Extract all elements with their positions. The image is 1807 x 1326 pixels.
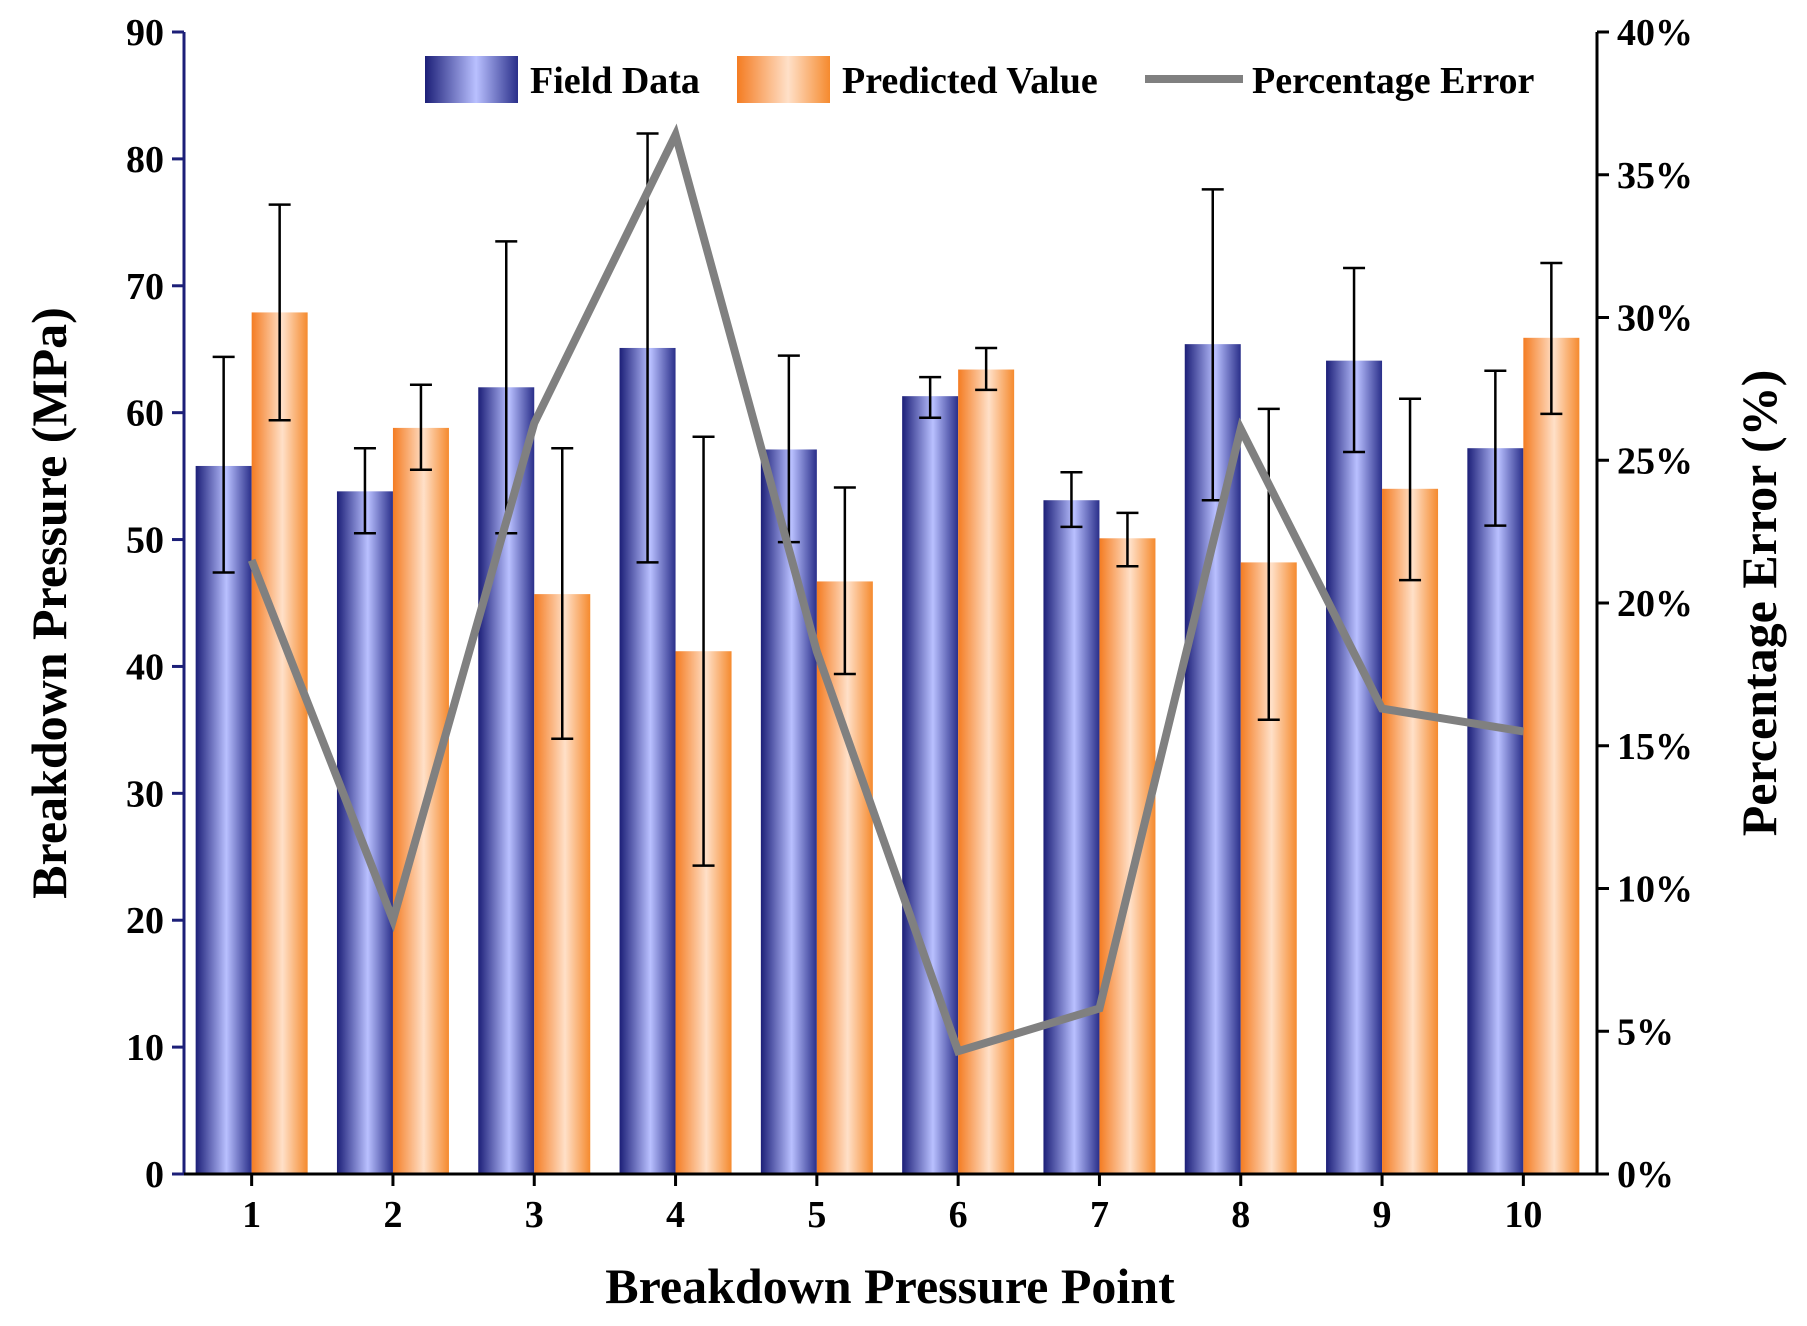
- y-tick-label: 20: [126, 900, 164, 942]
- y-axis-title: Breakdown Pressure (MPa): [21, 307, 77, 899]
- error-bar-field-data: [212, 355, 235, 574]
- x-tick-label: 8: [1231, 1194, 1250, 1236]
- error-bar-predicted-value: [1399, 397, 1422, 582]
- y2-tick-label: 30%: [1617, 298, 1693, 340]
- y2-tick-label: 35%: [1617, 155, 1693, 197]
- bar-predicted-value: [392, 427, 449, 1175]
- error-bar-predicted-value: [975, 346, 998, 392]
- error-bar-field-data: [1484, 369, 1507, 527]
- error-bar-predicted-value: [268, 203, 291, 422]
- bar-field-data: [1043, 500, 1100, 1175]
- bar-predicted-value: [251, 312, 308, 1174]
- x-tick-label: 3: [525, 1194, 544, 1236]
- x-axis-title: Breakdown Pressure Point: [605, 1258, 1175, 1314]
- y2-tick-label: 0%: [1617, 1154, 1674, 1196]
- bar-predicted-value: [1523, 337, 1580, 1174]
- bar-field-data: [1326, 360, 1383, 1174]
- y-tick-label: 30: [126, 773, 164, 815]
- bar-predicted-value: [1099, 538, 1156, 1174]
- y2-tick-label: 10%: [1617, 869, 1693, 911]
- y2-tick-label: 15%: [1617, 726, 1693, 768]
- legend-swatch-predicted-value: [737, 56, 830, 103]
- y-tick-label: 70: [126, 266, 164, 308]
- x-tick-label: 7: [1090, 1194, 1109, 1236]
- error-bar-predicted-value: [551, 446, 574, 741]
- error-bar-field-data: [1060, 471, 1083, 529]
- bar-field-data: [336, 491, 393, 1174]
- y2-axis-title: Percentage Error (%): [1731, 370, 1787, 836]
- y2-tick-label: 25%: [1617, 440, 1693, 482]
- y-tick-label: 80: [126, 139, 164, 181]
- legend: Field Data Predicted Value Percentage Er…: [425, 56, 1535, 103]
- y-tick-label: 60: [126, 393, 164, 435]
- error-bar-predicted-value: [1257, 407, 1280, 721]
- error-bar-predicted-value: [1116, 511, 1139, 568]
- error-bar-predicted-value: [1540, 261, 1563, 416]
- y-tick-label: 40: [126, 646, 164, 688]
- x-tick-label: 10: [1504, 1194, 1542, 1236]
- y-tick-label: 90: [126, 12, 164, 54]
- error-bar-field-data: [353, 446, 376, 535]
- legend-label-predicted-value: Predicted Value: [842, 60, 1098, 102]
- bar-field-data: [902, 396, 959, 1174]
- bar-field-data: [760, 449, 817, 1174]
- y2-tick-label: 40%: [1617, 12, 1693, 54]
- plot-area: [195, 123, 1580, 1175]
- x-tick-label: 5: [807, 1194, 826, 1236]
- y2-tick-label: 5%: [1617, 1011, 1674, 1053]
- legend-label-field-data: Field Data: [530, 60, 700, 102]
- x-tick-label: 9: [1373, 1194, 1392, 1236]
- error-bar-field-data: [636, 132, 659, 564]
- line-percentage-error: [247, 123, 1524, 1057]
- error-bar-predicted-value: [409, 383, 432, 472]
- bar-field-data: [195, 465, 252, 1175]
- x-tick-label: 2: [383, 1194, 402, 1236]
- y-tick-label: 50: [126, 520, 164, 562]
- x-tick-label: 4: [666, 1194, 685, 1236]
- bar-predicted-value: [1382, 488, 1439, 1174]
- error-bar-field-data: [919, 375, 942, 419]
- y-tick-label: 10: [126, 1027, 164, 1069]
- y-tick-label: 0: [145, 1154, 164, 1196]
- x-tick-label: 6: [949, 1194, 968, 1236]
- error-bar-predicted-value: [833, 486, 856, 676]
- y2-tick-label: 20%: [1617, 583, 1693, 625]
- error-bar-field-data: [1343, 266, 1366, 454]
- x-tick-label: 1: [242, 1194, 261, 1236]
- legend-label-percentage-error: Percentage Error: [1252, 60, 1535, 102]
- bar-field-data: [1467, 448, 1524, 1174]
- bar-predicted-value: [958, 369, 1015, 1175]
- legend-swatch-field-data: [425, 56, 518, 103]
- error-bar-predicted-value: [692, 435, 715, 867]
